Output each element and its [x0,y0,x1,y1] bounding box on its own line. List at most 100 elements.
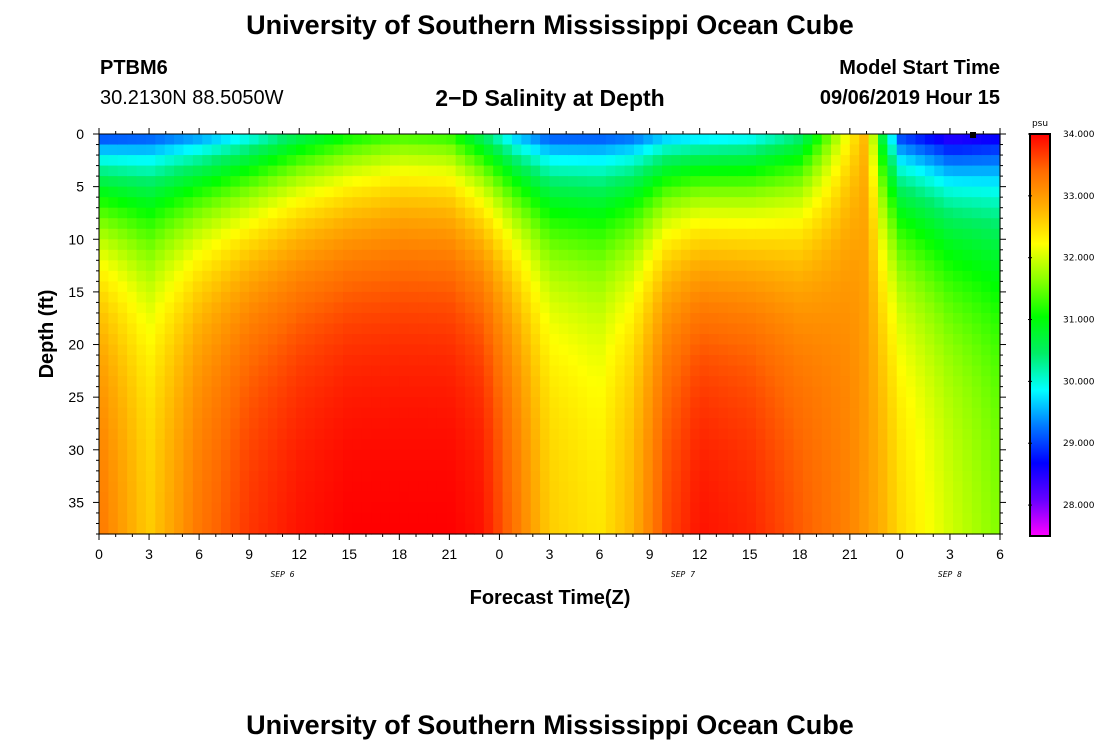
heatmap-cell [418,502,429,514]
heatmap-cell [408,523,419,535]
heatmap-cell [249,418,260,430]
heatmap-cell [117,344,128,356]
heatmap-cell [99,239,109,251]
heatmap-cell [906,260,917,272]
heatmap-cell [906,165,917,177]
heatmap-cell [652,355,663,367]
heatmap-cell [333,397,344,409]
heatmap-cell [436,323,447,335]
heatmap-cell [296,386,307,398]
x-tick-label: 18 [792,546,808,562]
heatmap-cell [333,144,344,156]
heatmap-cell [530,449,541,461]
heatmap-cell [427,155,438,167]
heatmap-cell [812,491,823,504]
heatmap-cell [408,176,419,188]
heatmap-cell [746,365,757,377]
heatmap-cell [953,376,964,388]
heatmap-cell [727,260,738,272]
x-tick-label: 21 [842,546,858,562]
heatmap-cell [877,481,888,493]
heatmap-cell [502,407,513,419]
heatmap-cell [915,155,926,167]
heatmap-cell [624,249,635,261]
heatmap-cell [896,186,907,198]
heatmap-cell [258,134,269,146]
heatmap-cell [737,291,748,304]
heatmap-cell [136,397,147,409]
heatmap-cell [868,334,879,346]
heatmap-cell [493,155,504,167]
heatmap-cell [924,165,935,177]
heatmap-cell [577,291,588,304]
heatmap-cell [887,481,898,493]
heatmap-cell [549,239,560,251]
heatmap-cell [990,260,1001,272]
heatmap-cell [812,176,823,188]
heatmap-cell [652,470,663,482]
heatmap-cell [202,176,213,188]
heatmap-cell [934,365,945,377]
heatmap-cell [727,512,738,525]
heatmap-cell [737,512,748,525]
heatmap-cell [680,470,691,482]
heatmap-cell [568,228,579,240]
heatmap-cell [230,376,241,388]
heatmap-cell [943,312,954,325]
heatmap-cell [671,470,682,482]
heatmap-cell [361,176,372,188]
heatmap-cell [483,376,494,388]
heatmap-cell [493,470,504,482]
heatmap-cell [408,144,419,156]
heatmap-cell [343,344,354,356]
heatmap-cell [990,491,1001,504]
heatmap-cell [615,291,626,304]
heatmap-cell [389,418,400,430]
heatmap-cell [746,376,757,388]
heatmap-cell [840,207,851,219]
heatmap-cell [333,197,344,209]
heatmap-cell [718,134,729,146]
heatmap-cell [934,228,945,240]
heatmap-cell [117,491,128,504]
heatmap-cell [568,449,579,461]
heatmap-cell [624,365,635,377]
heatmap-cell [408,491,419,504]
heatmap-cell [765,155,776,167]
heatmap-cell [990,355,1001,367]
heatmap-cell [981,312,992,325]
heatmap-cell [155,460,166,472]
heatmap-cell [924,302,935,314]
heatmap-cell [831,228,842,240]
heatmap-cell [343,502,354,514]
heatmap-cell [436,207,447,219]
heatmap-cell [361,134,372,146]
heatmap-cell [793,302,804,314]
heatmap-cell [408,512,419,525]
heatmap-cell [455,207,466,219]
heatmap-cell [699,249,710,261]
heatmap-cell [549,439,560,451]
heatmap-cell [953,439,964,451]
heatmap-cell [774,186,785,198]
heatmap-cell [953,407,964,419]
heatmap-cell [418,260,429,272]
heatmap-cell [174,481,185,493]
heatmap-cell [896,502,907,514]
heatmap-cell [267,281,278,293]
heatmap-cell [849,197,860,209]
heatmap-cell [709,355,720,367]
heatmap-cell [239,502,250,514]
heatmap-cell [821,407,832,419]
heatmap-cell [558,334,569,346]
heatmap-cell [587,228,598,240]
heatmap-cell [812,334,823,346]
heatmap-cell [981,281,992,293]
heatmap-cell [446,134,457,146]
heatmap-cell [568,323,579,335]
heatmap-cell [202,397,213,409]
heatmap-cell [258,155,269,167]
heatmap-cell [277,470,288,482]
heatmap-cell [962,134,973,146]
heatmap-cell [465,491,476,504]
